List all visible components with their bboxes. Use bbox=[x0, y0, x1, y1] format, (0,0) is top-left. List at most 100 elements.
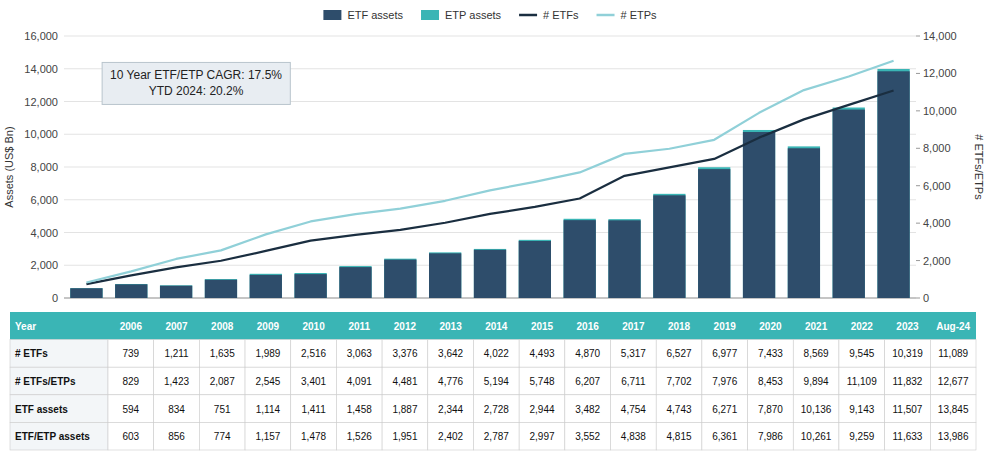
table-cell bbox=[656, 422, 702, 450]
plot-area bbox=[70, 61, 909, 298]
table-value: 6,207 bbox=[575, 376, 600, 387]
table-cell bbox=[839, 367, 885, 395]
table-cell bbox=[519, 367, 565, 395]
table-value: 594 bbox=[122, 404, 139, 415]
grid-line bbox=[64, 134, 916, 135]
bar bbox=[519, 240, 551, 298]
legend-label: # ETPs bbox=[621, 9, 658, 21]
y2-tick bbox=[916, 223, 920, 224]
annotation-line: YTD 2024: 20.2% bbox=[149, 84, 244, 98]
table-value: 9,894 bbox=[804, 376, 829, 387]
table-cell bbox=[291, 395, 337, 423]
table-header: 2017 bbox=[622, 321, 645, 332]
grid-line bbox=[64, 36, 916, 37]
y2-tick-label: 14,000 bbox=[923, 30, 957, 42]
bar bbox=[877, 69, 909, 298]
table-value: 7,976 bbox=[712, 376, 737, 387]
table-value: 6,361 bbox=[712, 431, 737, 442]
legend-label: # ETFs bbox=[543, 9, 579, 21]
table-cell bbox=[885, 367, 931, 395]
bar bbox=[877, 71, 909, 298]
table-header: 2008 bbox=[211, 321, 234, 332]
bar bbox=[653, 194, 685, 298]
y-tick-label: 14,000 bbox=[24, 63, 58, 75]
bar bbox=[384, 260, 416, 298]
table-row-label: # ETFs bbox=[15, 348, 48, 359]
table-cell bbox=[565, 422, 611, 450]
table-cell bbox=[382, 340, 428, 368]
bar bbox=[294, 274, 326, 298]
table-cell bbox=[748, 422, 794, 450]
table-cell bbox=[108, 422, 154, 450]
table-cell bbox=[199, 340, 245, 368]
y-tick-label: 6,000 bbox=[30, 194, 58, 206]
y2-tick bbox=[916, 260, 920, 261]
table-cell bbox=[656, 367, 702, 395]
bar bbox=[698, 169, 730, 298]
table-cell bbox=[702, 395, 748, 423]
table-cell bbox=[656, 395, 702, 423]
table-value: 6,271 bbox=[712, 404, 737, 415]
legend-swatch bbox=[421, 10, 439, 20]
bar bbox=[474, 250, 506, 298]
legend-item: ETP assets bbox=[421, 9, 502, 21]
table-value: 12,677 bbox=[938, 376, 969, 387]
table-value: 1,114 bbox=[256, 404, 281, 415]
y-tick-label: 8,000 bbox=[30, 161, 58, 173]
table-cell bbox=[793, 422, 839, 450]
table-value: 8,569 bbox=[804, 348, 829, 359]
bar bbox=[788, 146, 820, 298]
table-cell bbox=[930, 367, 976, 395]
table-cell bbox=[428, 340, 474, 368]
bar bbox=[70, 288, 102, 298]
bar bbox=[205, 280, 237, 298]
y2-tick-label: 4,000 bbox=[923, 217, 951, 229]
table-cell bbox=[336, 395, 382, 423]
table-cell bbox=[885, 340, 931, 368]
y-tick-label: 4,000 bbox=[30, 227, 58, 239]
y2-tick-label: 2,000 bbox=[923, 255, 951, 267]
table-cell bbox=[154, 340, 200, 368]
y2-tick bbox=[916, 148, 920, 149]
table-cell bbox=[839, 422, 885, 450]
table-value: 6,711 bbox=[621, 376, 646, 387]
table-value: 4,022 bbox=[484, 348, 509, 359]
y2-tick bbox=[916, 185, 920, 186]
table-cell bbox=[428, 422, 474, 450]
table-value: 4,493 bbox=[529, 348, 554, 359]
table-cell bbox=[291, 367, 337, 395]
table-value: 3,482 bbox=[575, 404, 600, 415]
table-cell bbox=[108, 340, 154, 368]
table-cell bbox=[382, 367, 428, 395]
table-value: 1,423 bbox=[164, 376, 189, 387]
table-cell bbox=[611, 422, 657, 450]
y2-tick-label: 0 bbox=[923, 292, 929, 304]
data-table: Year200620072008200920102011201220132014… bbox=[10, 312, 976, 450]
table-cell bbox=[748, 340, 794, 368]
table-value: 3,063 bbox=[347, 348, 372, 359]
table-cell bbox=[519, 395, 565, 423]
y-tick-label: 2,000 bbox=[30, 259, 58, 271]
legend-swatch bbox=[597, 14, 615, 17]
table-value: 4,815 bbox=[667, 431, 692, 442]
table-value: 4,870 bbox=[575, 348, 600, 359]
table-value: 3,552 bbox=[575, 431, 600, 442]
y-axis-label: Assets (US$ Bn) bbox=[3, 126, 15, 207]
bar bbox=[788, 148, 820, 298]
table-value: 6,977 bbox=[712, 348, 737, 359]
legend-label: ETP assets bbox=[445, 9, 502, 21]
table-cell bbox=[611, 395, 657, 423]
table-cell bbox=[839, 340, 885, 368]
table-cell bbox=[336, 340, 382, 368]
table-value: 751 bbox=[214, 404, 231, 415]
table-cell bbox=[656, 340, 702, 368]
table-cell bbox=[291, 422, 337, 450]
table-value: 10,136 bbox=[801, 404, 832, 415]
table-cell bbox=[519, 422, 565, 450]
table-value: 1,635 bbox=[210, 348, 235, 359]
table-header: 2010 bbox=[302, 321, 325, 332]
table-value: 11,089 bbox=[938, 348, 968, 359]
table-value: 1,211 bbox=[164, 348, 189, 359]
table-row-label: # ETFs/ETPs bbox=[15, 376, 76, 387]
table-value: 774 bbox=[214, 431, 231, 442]
